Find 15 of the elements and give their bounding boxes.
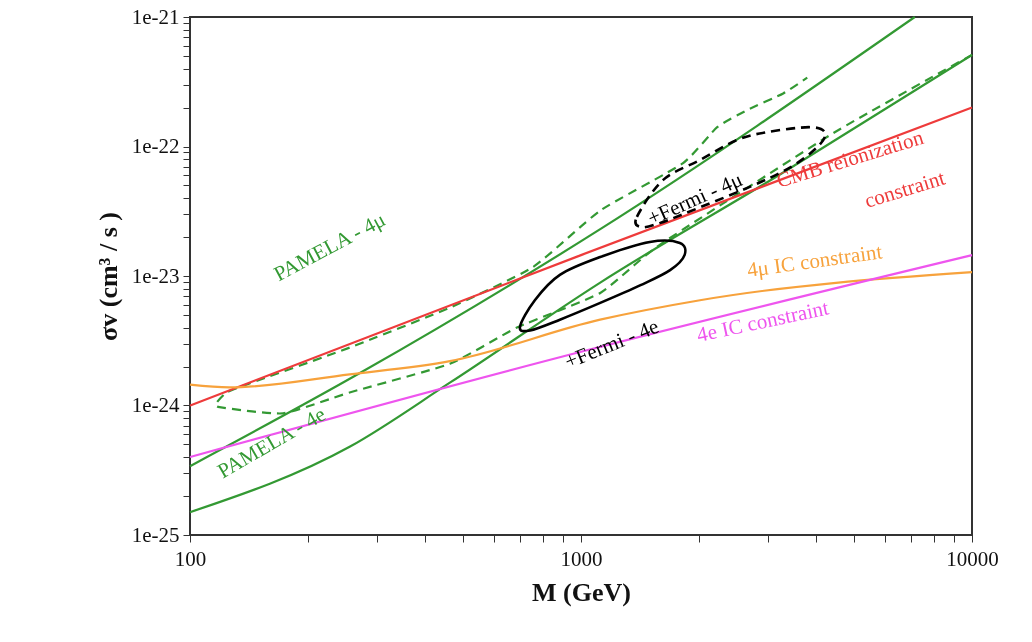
x-tick-label: 1000 <box>560 546 603 571</box>
x-axis-title: M (GeV) <box>532 577 631 607</box>
y-tick-label: 1e-21 <box>131 4 180 29</box>
y-tick-label: 1e-24 <box>131 393 180 417</box>
annotation: 4e IC constraint <box>694 295 832 347</box>
annotation: 4μ IC constraint <box>745 239 884 283</box>
annotation: +Fermi - 4μ <box>643 166 746 231</box>
annotation: +Fermi - 4e <box>561 314 663 374</box>
x-tick-label: 100 <box>174 546 207 571</box>
y-tick-label: 1e-22 <box>131 134 180 158</box>
y-axis-title: σv (cm³ / s ) <box>93 212 123 341</box>
annotation: constraint <box>861 165 948 213</box>
x-tick-label: 10000 <box>946 546 999 571</box>
y-tick-label: 1e-23 <box>131 263 180 288</box>
y-tick-label: 1e-25 <box>131 522 180 547</box>
